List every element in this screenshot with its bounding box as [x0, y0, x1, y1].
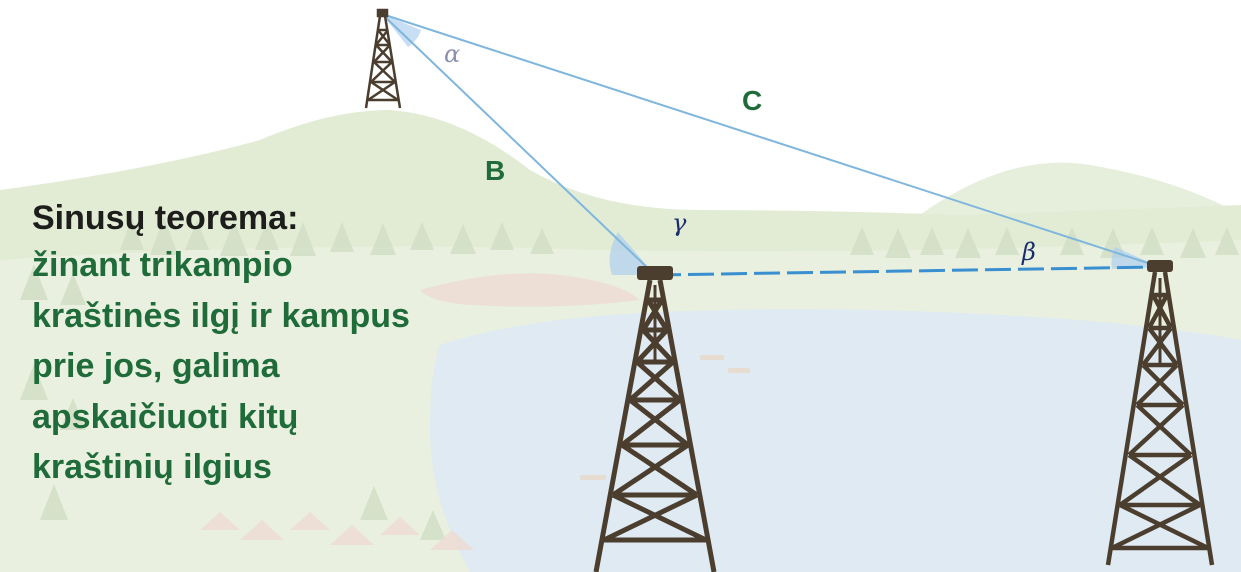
side-b-line: [381, 13, 656, 276]
theorem-text-block: Sinusų teorema: žinant trikampio kraštin…: [32, 196, 552, 493]
theorem-title: Sinusų teorema:: [32, 199, 299, 237]
tower-icon-top: [364, 8, 402, 109]
theorem-line-5: kraštinių ilgius: [32, 448, 272, 486]
angle-gamma-label: γ: [672, 209, 687, 237]
angle-alpha-label: α: [444, 40, 460, 68]
theorem-line-4: apskaičiuoti kitų: [32, 397, 299, 436]
triangle: [381, 13, 1161, 277]
theorem-line-2: kraštinės ilgį ir kampus: [32, 296, 410, 335]
side-b-label: B: [485, 155, 505, 186]
angle-beta-label: β: [1021, 238, 1036, 266]
side-c-label: C: [742, 85, 762, 116]
tower-icon-left: [593, 266, 717, 572]
tower-icon-right: [1105, 260, 1215, 566]
theorem-line-3: prie jos, galima: [32, 347, 280, 385]
base-dashed-line: [654, 265, 1161, 277]
theorem-line-1: žinant trikampio: [32, 246, 293, 284]
side-c-line: [381, 13, 1161, 268]
diagram-labels: α C B γ β: [444, 40, 1036, 266]
